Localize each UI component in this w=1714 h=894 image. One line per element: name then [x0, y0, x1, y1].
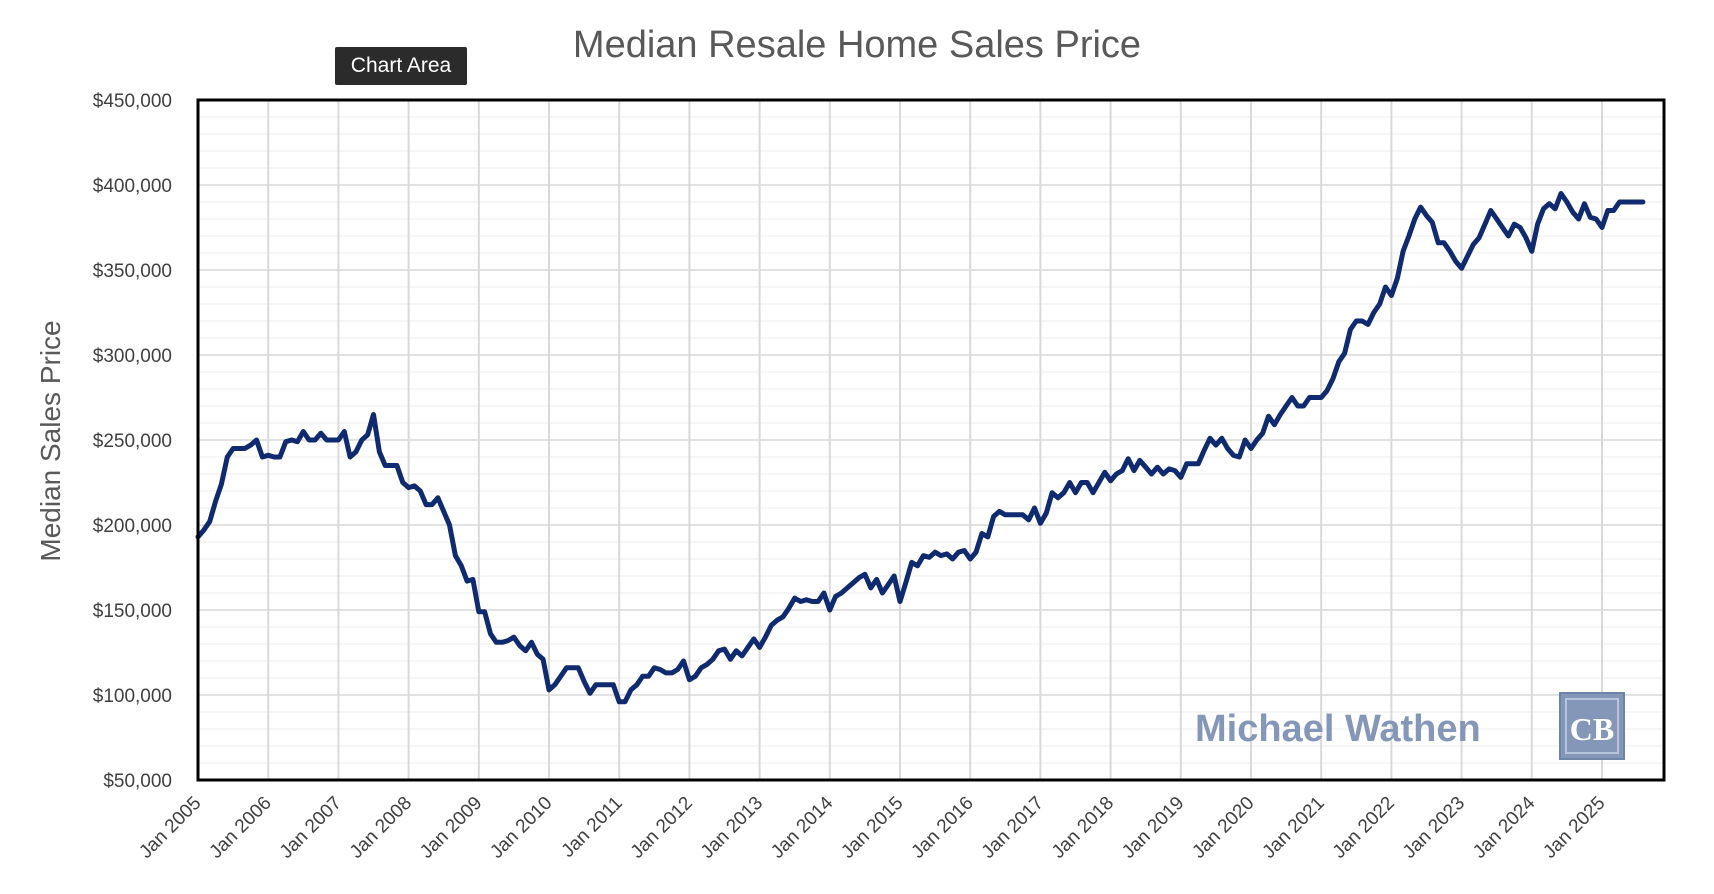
x-tick-label: Jan 2024 — [1469, 792, 1539, 862]
y-tick-label: $300,000 — [93, 346, 172, 367]
x-tick-label: Jan 2013 — [697, 793, 767, 863]
series-layer — [195, 191, 1646, 705]
x-tick-label: Jan 2012 — [627, 793, 697, 863]
plot-frame — [196, 98, 1666, 782]
gridlines — [198, 99, 1664, 781]
x-tick-label: Jan 2019 — [1118, 793, 1188, 863]
coldwell-banker-logo: CB — [1559, 692, 1625, 760]
x-tick-label: Jan 2020 — [1188, 793, 1258, 863]
x-tick-label: Jan 2010 — [486, 793, 556, 863]
y-axis-label: Median Sales Price — [35, 320, 66, 561]
x-tick-label: Jan 2006 — [206, 793, 276, 863]
y-tick-label: $50,000 — [103, 771, 172, 792]
x-tick-label: Jan 2009 — [416, 793, 486, 863]
chart-title: Median Resale Home Sales Price — [573, 24, 1141, 66]
y-tick-label: $400,000 — [93, 176, 172, 197]
x-tick-label: Jan 2016 — [908, 793, 978, 863]
chart-area-tooltip: Chart Area — [335, 47, 467, 85]
y-tick-label: $250,000 — [93, 431, 172, 452]
x-tick-label: Jan 2014 — [767, 792, 837, 862]
x-tick-label: Jan 2025 — [1539, 793, 1609, 863]
x-tick-label: Jan 2022 — [1329, 793, 1399, 863]
x-tick-label: Jan 2021 — [1259, 793, 1329, 863]
series-line-0 — [195, 191, 1646, 705]
x-tick-label: Jan 2008 — [346, 793, 416, 863]
x-tick-label: Jan 2015 — [837, 793, 907, 863]
x-tick-label: Jan 2017 — [978, 793, 1048, 863]
y-tick-label: $450,000 — [93, 91, 172, 112]
x-axis-ticks: Jan 2005 Jan 2006 Jan 2007 Jan 2008 Jan 2009… — [135, 792, 1609, 862]
logo-text: CB — [1570, 711, 1614, 747]
y-tick-label: $200,000 — [93, 516, 172, 537]
x-tick-label: Jan 2018 — [1048, 793, 1118, 863]
x-tick-label: Jan 2007 — [276, 793, 346, 863]
x-tick-label: Jan 2005 — [135, 793, 205, 863]
watermark-text: Michael Wathen — [1195, 708, 1481, 750]
y-tick-label: $100,000 — [93, 686, 172, 707]
y-tick-label: $350,000 — [93, 261, 172, 282]
y-axis-ticks: $50,000 $100,000 $150,000 $200,000 $250,000 $… — [93, 91, 172, 792]
y-tick-label: $150,000 — [93, 601, 172, 622]
x-tick-label: Jan 2011 — [558, 793, 627, 862]
x-tick-label: Jan 2023 — [1399, 793, 1469, 863]
